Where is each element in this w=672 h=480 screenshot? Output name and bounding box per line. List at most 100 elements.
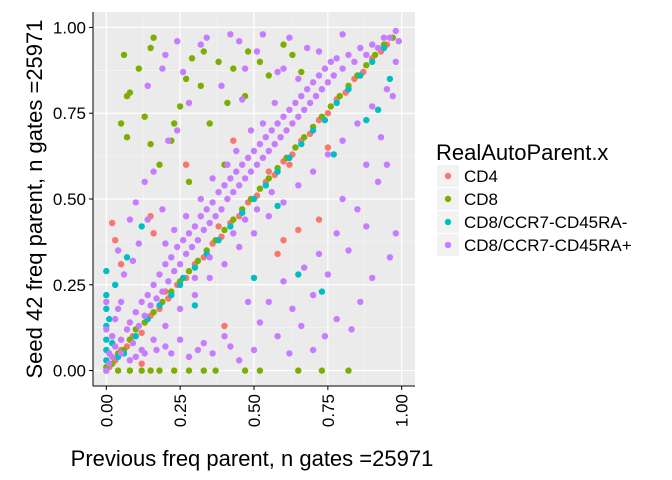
point-cd8-ccr7-cd45ra xyxy=(369,274,376,282)
point-cd4 xyxy=(324,144,332,151)
point-cd8-ccr7-cd45ra xyxy=(259,31,267,38)
point-cd8-ccr7-cd45ra xyxy=(138,298,145,306)
point-cd8-ccr7-cd45ra xyxy=(369,41,376,48)
point-cd8-ccr7-cd45ra xyxy=(227,31,234,38)
point-cd8-ccr7-cd45ra xyxy=(112,343,119,350)
point-cd8-ccr7-cd45ra xyxy=(239,96,246,103)
point-cd8-ccr7-cd45ra xyxy=(200,339,207,347)
point-cd8-ccr7-cd45ra xyxy=(103,305,110,312)
point-cd8-ccr7-cd45ra xyxy=(174,38,181,45)
point-cd8-ccr7-cd45ra xyxy=(135,240,142,247)
point-cd8-ccr7-cd45ra xyxy=(268,188,275,196)
point-cd8-ccr7-cd45ra xyxy=(298,140,305,148)
point-cd8-ccr7-cd45ra xyxy=(309,127,317,134)
point-cd8-ccr7-cd45ra xyxy=(374,44,382,52)
point-cd8-ccr7-cd45ra xyxy=(253,48,261,55)
point-cd8-ccr7-cd45ra xyxy=(129,257,137,264)
point-cd8 xyxy=(280,41,287,48)
point-cd8 xyxy=(147,44,154,52)
point-cd8-ccr7-cd45ra xyxy=(345,86,352,93)
point-cd8-ccr7-cd45ra xyxy=(179,68,187,76)
point-cd8 xyxy=(126,367,134,374)
point-cd8-ccr7-cd45ra xyxy=(321,65,329,72)
point-cd8-ccr7-cd45ra xyxy=(256,140,264,148)
point-cd8 xyxy=(120,51,128,59)
point-cd8-ccr7-cd45ra xyxy=(286,106,293,114)
point-cd8-ccr7-cd45ra xyxy=(109,333,116,340)
point-cd8-ccr7-cd45ra xyxy=(304,44,311,52)
point-cd8-ccr7-cd45ra xyxy=(392,230,399,237)
point-cd8-ccr7-cd45ra xyxy=(363,51,370,59)
point-cd8-ccr7-cd45ra xyxy=(114,247,122,254)
point-cd8 xyxy=(123,92,131,100)
point-cd8-ccr7-cd45ra xyxy=(277,134,284,141)
point-cd8-ccr7-cd45ra xyxy=(374,178,382,185)
point-cd8-ccr7-cd45ra xyxy=(218,82,225,90)
point-cd8-ccr7-cd45ra xyxy=(363,223,370,230)
point-cd8-ccr7-cd45ra xyxy=(339,31,346,38)
point-cd8-ccr7-cd45ra xyxy=(280,113,287,120)
point-cd8-ccr7-cd45ra xyxy=(126,319,134,326)
point-cd8-ccr7-cd45ra xyxy=(209,175,216,182)
point-cd8-ccr7-cd45ra xyxy=(144,82,151,90)
x-axis-title: Previous freq parent, n gates =25971 xyxy=(71,446,434,471)
point-cd8-ccr7-cd45ra xyxy=(117,336,125,343)
x-tick-label: 0.75 xyxy=(319,394,338,427)
point-cd8-ccr7-cd45ra xyxy=(253,161,261,168)
point-cd8-ccr7-cd45ra xyxy=(176,281,184,288)
legend: RealAutoParent.x CD4 CD8 CD8/CCR7-CD45RA- C… xyxy=(436,140,632,256)
point-cd8 xyxy=(215,58,222,65)
point-cd8-ccr7-cd45ra xyxy=(106,350,113,357)
point-cd8-ccr7-cd45ra xyxy=(298,322,305,330)
point-cd8-ccr7-cd45ra xyxy=(141,178,148,185)
point-cd8-ccr7-cd45ra xyxy=(280,65,287,72)
point-cd8-ccr7-cd45ra xyxy=(218,206,225,213)
point-cd8-ccr7-cd45ra xyxy=(309,168,317,175)
y-tick-label: 0.25 xyxy=(53,276,86,295)
point-cd8-ccr7-cd45ra xyxy=(339,65,346,72)
point-cd8-ccr7-cd45ra xyxy=(221,182,228,189)
point-cd8-ccr7-cd45ra xyxy=(380,44,388,52)
point-cd8-ccr7-cd45ra xyxy=(386,75,394,83)
point-cd8 xyxy=(292,144,299,151)
point-cd8 xyxy=(318,367,326,374)
point-cd8-ccr7-cd45ra xyxy=(227,175,234,182)
point-cd8-ccr7-cd45ra xyxy=(117,298,125,306)
point-cd8-ccr7-cd45ra xyxy=(117,350,125,357)
point-cd8-ccr7-cd45ra xyxy=(176,261,184,268)
point-cd8-ccr7-cd45ra xyxy=(383,161,391,168)
point-cd8-ccr7-cd45ra xyxy=(227,223,234,230)
point-cd8-ccr7-cd45ra xyxy=(236,182,243,189)
point-cd8-ccr7-cd45ra xyxy=(363,161,370,168)
point-cd8-ccr7-cd45ra xyxy=(162,261,169,268)
point-cd8 xyxy=(185,367,193,374)
point-cd8 xyxy=(212,367,219,374)
point-cd8-ccr7-cd45ra xyxy=(395,38,402,45)
point-cd4 xyxy=(215,223,222,230)
legend-label: CD4 xyxy=(464,167,498,186)
point-cd8-ccr7-cd45ra xyxy=(268,127,275,134)
point-cd4 xyxy=(295,226,302,234)
point-cd8-ccr7-cd45ra xyxy=(262,182,269,189)
point-cd8-ccr7-cd45ra xyxy=(280,199,287,206)
legend-label: CD8/CCR7-CD45RA- xyxy=(464,213,627,232)
point-cd8-ccr7-cd45ra xyxy=(330,72,337,79)
point-cd8-ccr7-cd45ra xyxy=(289,305,296,312)
point-cd8-ccr7-cd45ra xyxy=(182,250,190,258)
point-cd8-ccr7-cd45ra xyxy=(103,267,110,275)
point-cd8-ccr7-cd45ra xyxy=(315,48,323,55)
point-cd8-ccr7-cd45ra xyxy=(392,27,399,35)
point-cd8-ccr7-cd45ra xyxy=(106,315,113,323)
y-axis: 0.00 0.25 0.50 0.75 1.00 xyxy=(53,12,94,386)
point-cd8-ccr7-cd45ra xyxy=(191,223,199,230)
point-cd8 xyxy=(147,367,154,374)
point-cd8-ccr7-cd45ra xyxy=(185,99,193,107)
point-cd8-ccr7-cd45ra xyxy=(301,264,308,271)
point-cd8-ccr7-cd45ra xyxy=(348,326,355,333)
point-cd8 xyxy=(200,367,207,374)
point-cd8-ccr7-cd45ra xyxy=(369,58,376,65)
point-cd8-ccr7-cd45ra xyxy=(188,243,196,251)
point-cd8-ccr7-cd45ra xyxy=(236,243,243,251)
point-cd8-ccr7-cd45ra xyxy=(250,195,258,203)
